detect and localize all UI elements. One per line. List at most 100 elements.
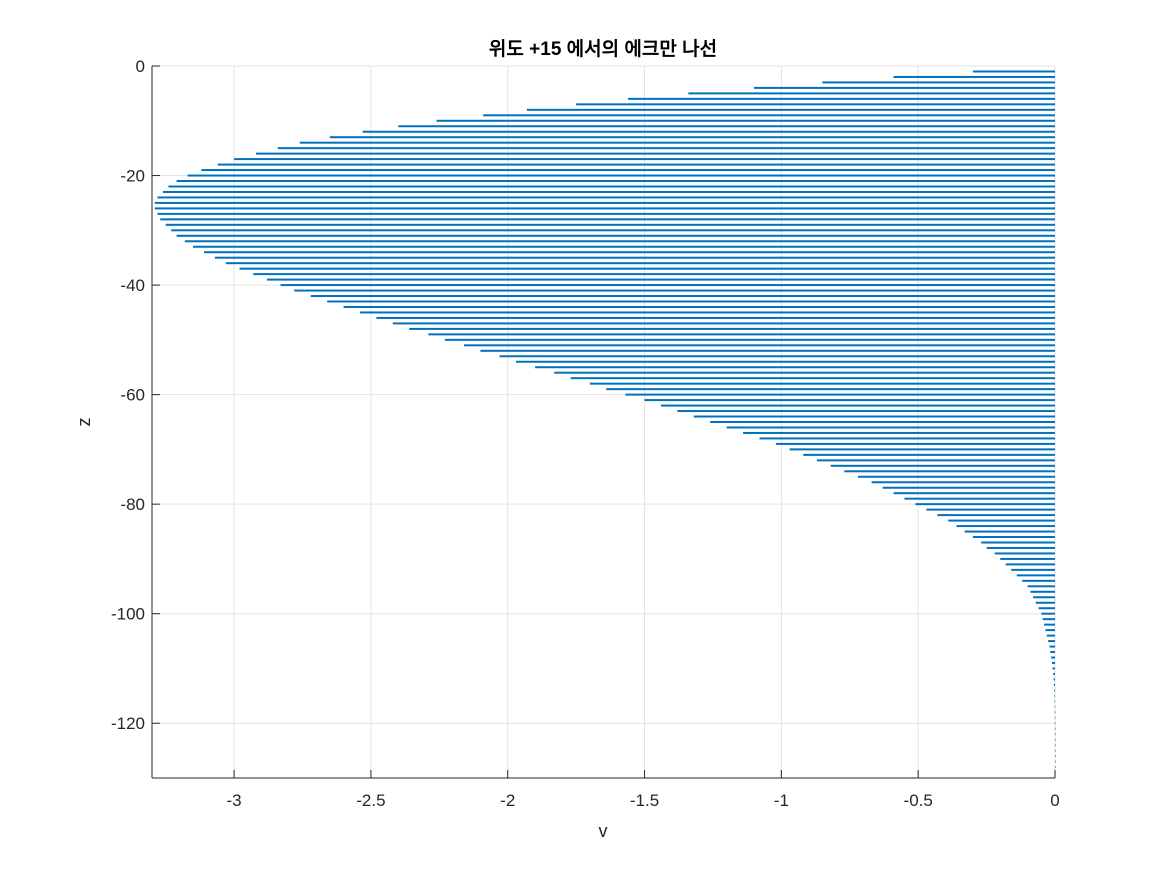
axes [151,65,1056,779]
y-tick-label: -40 [120,276,145,295]
bar-series [154,70,1056,774]
bar [1054,744,1056,747]
bar [915,503,1055,506]
bar [225,262,1055,265]
bar [1046,634,1055,637]
bar [1054,749,1056,752]
bar [693,415,1055,418]
bar [759,437,1055,440]
bar [176,234,1056,237]
bar [154,207,1056,210]
bar [1053,678,1055,681]
bar [1054,722,1056,725]
bar [310,295,1055,298]
bar [1042,618,1055,621]
bar [1054,766,1056,769]
bar [576,103,1055,106]
bar [193,245,1055,248]
bar [1048,640,1055,643]
bar [822,81,1055,84]
y-tick-label: -60 [120,386,145,405]
x-axis-label: v [599,821,608,841]
bar [1054,755,1056,758]
bar [201,169,1056,172]
bar [688,92,1055,95]
bar [1027,585,1055,588]
bar [239,267,1056,270]
bar [1035,601,1055,604]
bar [1041,612,1055,615]
bar [803,453,1055,456]
x-tick-label: -2.5 [356,791,385,810]
bar [789,448,1055,451]
y-axis-label: z [74,418,94,427]
bar [1049,645,1055,648]
bar [948,519,1055,522]
bar [171,229,1055,232]
bar [1038,607,1055,610]
y-tick-label: -100 [111,605,145,624]
bar [1053,672,1055,675]
bar [1005,563,1055,566]
bar [1054,738,1056,741]
bar [187,174,1055,177]
bar [444,338,1056,341]
bar [1051,656,1055,659]
bar [1054,705,1056,708]
bar [398,125,1056,128]
bar [1050,651,1055,654]
x-tick-label: -3 [227,791,242,810]
bar [972,70,1055,73]
bar [937,514,1055,517]
bar [625,393,1055,396]
bar [893,492,1055,495]
bar [515,360,1055,363]
bar [329,136,1055,139]
bar [830,464,1055,467]
bar [299,141,1055,144]
bar [176,180,1056,183]
bar [926,508,1055,511]
bar [463,344,1056,347]
bar [1054,716,1056,719]
bar [1011,568,1055,571]
bar [214,256,1055,259]
y-tick-label: -20 [120,167,145,186]
bar [1016,574,1055,577]
bar [1030,590,1055,593]
bar [327,300,1055,303]
bar [1054,733,1056,736]
bar [857,475,1055,478]
bar [203,251,1055,254]
bar [1052,667,1055,670]
bar [277,147,1055,150]
bar [168,185,1055,188]
bar [154,201,1056,204]
bar [710,421,1055,423]
bar [1054,727,1056,730]
bar [570,377,1055,380]
bar [981,541,1055,544]
bar [726,426,1055,429]
bar [165,223,1055,226]
bar [893,75,1055,78]
x-tick-label: -0.5 [904,791,933,810]
bar [234,158,1055,161]
bar [266,278,1056,281]
bar [1022,579,1055,582]
bar [677,410,1055,413]
bar [409,327,1056,330]
x-tick-label: -1.5 [630,791,659,810]
bar [294,289,1056,292]
bar [526,108,1055,111]
bar [255,152,1055,155]
bar [589,382,1055,385]
bar [743,431,1055,434]
bar [535,366,1055,369]
bar [428,333,1055,336]
bar [1044,623,1055,626]
bar [480,349,1055,352]
bar [1054,760,1056,763]
bar [157,212,1056,215]
